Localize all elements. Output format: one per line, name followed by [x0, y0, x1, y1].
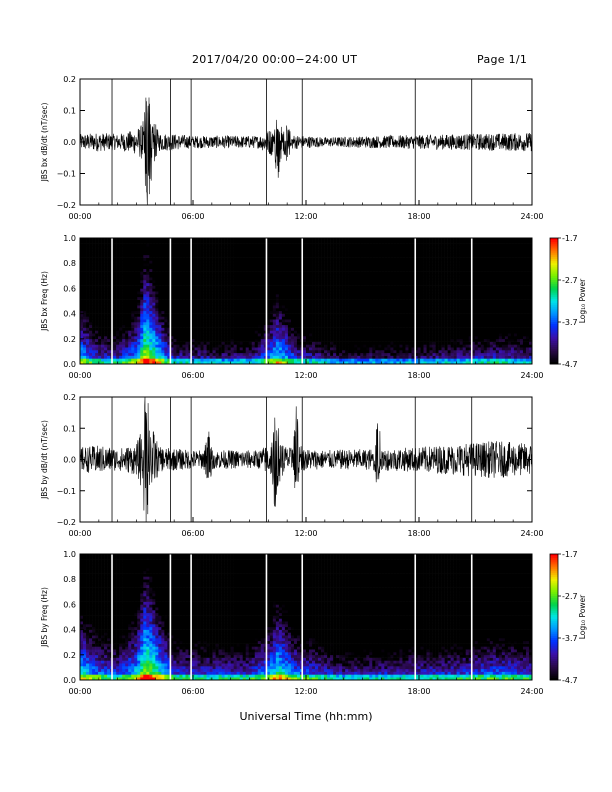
y-axis-label: JBS bx dB/dt (nT/sec) — [40, 103, 49, 183]
plot-date-title: 2017/04/20 00:00−24:00 UT — [192, 53, 358, 66]
bx_dbdt-panel: 0.2 0.1 0.0 −0.1 −0.2 00:00 06:00 12:00 18:00 24:… — [40, 75, 544, 221]
y-tick-label: 0.2 — [63, 393, 76, 402]
colorbar-tick-label: -3.7 — [562, 318, 578, 327]
y-tick-label: 0.0 — [63, 360, 76, 369]
y-axis-label: JBS bx Freq (Hz) — [40, 271, 49, 332]
y-tick-label: 1.0 — [63, 234, 76, 243]
x-tick-label: 18:00 — [407, 212, 430, 221]
x-tick-label: 24:00 — [520, 371, 543, 380]
y-tick-label: 0.6 — [63, 284, 76, 293]
y-axis-label: JBS by dB/dt (nT/sec) — [40, 420, 49, 500]
colorbar: -1.7 -2.7 -3.7 -4.7 Log₁₀ Power — [549, 234, 587, 369]
y-tick-label: 0.0 — [63, 456, 76, 465]
x-tick-label: 06:00 — [181, 687, 204, 696]
y-tick-label: −0.2 — [57, 201, 76, 210]
colorbar: -1.7 -2.7 -3.7 -4.7 Log₁₀ Power — [549, 550, 587, 685]
waveform-trace — [79, 97, 533, 206]
x-tick-label: 24:00 — [520, 529, 543, 538]
y-tick-label: 0.2 — [63, 651, 76, 660]
colorbar-tick-label: -4.7 — [562, 676, 578, 685]
y-tick-label: 0.2 — [63, 335, 76, 344]
colorbar-tick-label: -1.7 — [562, 550, 578, 559]
x-tick-label: 12:00 — [294, 212, 317, 221]
x-tick-label: 12:00 — [294, 687, 317, 696]
x-tick-label: 00:00 — [68, 687, 91, 696]
x-axis-label: Universal Time (hh:mm) — [239, 710, 373, 723]
x-tick-label: 12:00 — [294, 529, 317, 538]
colorbar-label: Log₁₀ Power — [578, 278, 587, 323]
x-tick-label: 24:00 — [520, 687, 543, 696]
x-tick-label: 18:00 — [407, 371, 430, 380]
x-tick-label: 06:00 — [181, 212, 204, 221]
colorbar-label: Log₁₀ Power — [578, 594, 587, 639]
page-indicator: Page 1/1 — [477, 53, 528, 66]
colorbar-tick-label: -3.7 — [562, 634, 578, 643]
colorbar-frame — [549, 237, 559, 365]
colorbar-tick-label: -4.7 — [562, 360, 578, 369]
y-tick-label: 1.0 — [63, 550, 76, 559]
y-tick-label: 0.8 — [63, 259, 76, 268]
y-tick-label: −0.1 — [57, 487, 76, 496]
y-tick-label: 0.0 — [63, 676, 76, 685]
by_dbdt-panel: 0.2 0.1 0.0 −0.1 −0.2 00:00 06:00 12:00 18:00 24:… — [40, 393, 544, 538]
bx_spectrogram-panel: 1.0 0.8 0.6 0.4 0.2 0.0 -1.7 -2.7 -3.7 -4.7 Log₁₀ … — [40, 234, 587, 380]
y-tick-label: −0.1 — [57, 170, 76, 179]
y-tick-label: 0.8 — [63, 575, 76, 584]
y-tick-label: 0.2 — [63, 75, 76, 84]
y-tick-label: 0.6 — [63, 600, 76, 609]
x-tick-label: 00:00 — [68, 212, 91, 221]
x-tick-label: 12:00 — [294, 371, 317, 380]
waveform-trace — [79, 396, 533, 523]
colorbar-tick-label: -2.7 — [562, 592, 578, 601]
colorbar-frame — [549, 553, 559, 681]
x-tick-label: 24:00 — [520, 212, 543, 221]
colorbar-tick-label: -1.7 — [562, 234, 578, 243]
x-tick-label: 18:00 — [407, 687, 430, 696]
y-tick-label: 0.0 — [63, 138, 76, 147]
by_spectrogram-panel: 1.0 0.8 0.6 0.4 0.2 0.0 -1.7 -2.7 -3.7 -4.7 Log₁₀ … — [40, 550, 587, 696]
y-tick-label: 0.1 — [63, 424, 76, 433]
y-tick-label: 0.4 — [63, 310, 76, 319]
x-tick-label: 18:00 — [407, 529, 430, 538]
y-tick-label: −0.2 — [57, 518, 76, 527]
y-axis-label: JBS by Freq (Hz) — [40, 587, 49, 648]
colorbar-tick-label: -2.7 — [562, 276, 578, 285]
x-tick-label: 06:00 — [181, 529, 204, 538]
x-tick-label: 00:00 — [68, 529, 91, 538]
y-tick-label: 0.1 — [63, 107, 76, 116]
y-tick-label: 0.4 — [63, 626, 76, 635]
x-tick-label: 00:00 — [68, 371, 91, 380]
x-tick-label: 06:00 — [181, 371, 204, 380]
